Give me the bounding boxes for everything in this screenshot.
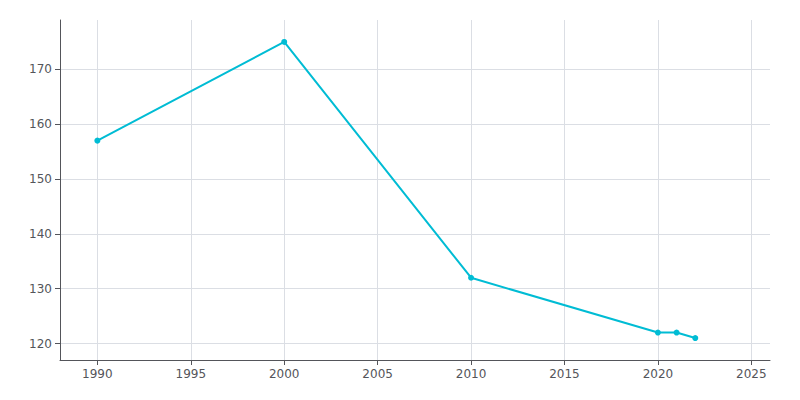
svg-text:150: 150 <box>29 172 52 186</box>
svg-text:1995: 1995 <box>176 367 207 381</box>
svg-text:2020: 2020 <box>643 367 674 381</box>
svg-text:140: 140 <box>29 227 52 241</box>
svg-text:160: 160 <box>29 117 52 131</box>
svg-text:2025: 2025 <box>736 367 767 381</box>
svg-text:2000: 2000 <box>269 367 300 381</box>
svg-text:2010: 2010 <box>456 367 487 381</box>
svg-text:130: 130 <box>29 282 52 296</box>
svg-text:1990: 1990 <box>82 367 113 381</box>
svg-text:170: 170 <box>29 62 52 76</box>
svg-text:2005: 2005 <box>362 367 393 381</box>
svg-text:2015: 2015 <box>549 367 580 381</box>
svg-text:120: 120 <box>29 337 52 351</box>
